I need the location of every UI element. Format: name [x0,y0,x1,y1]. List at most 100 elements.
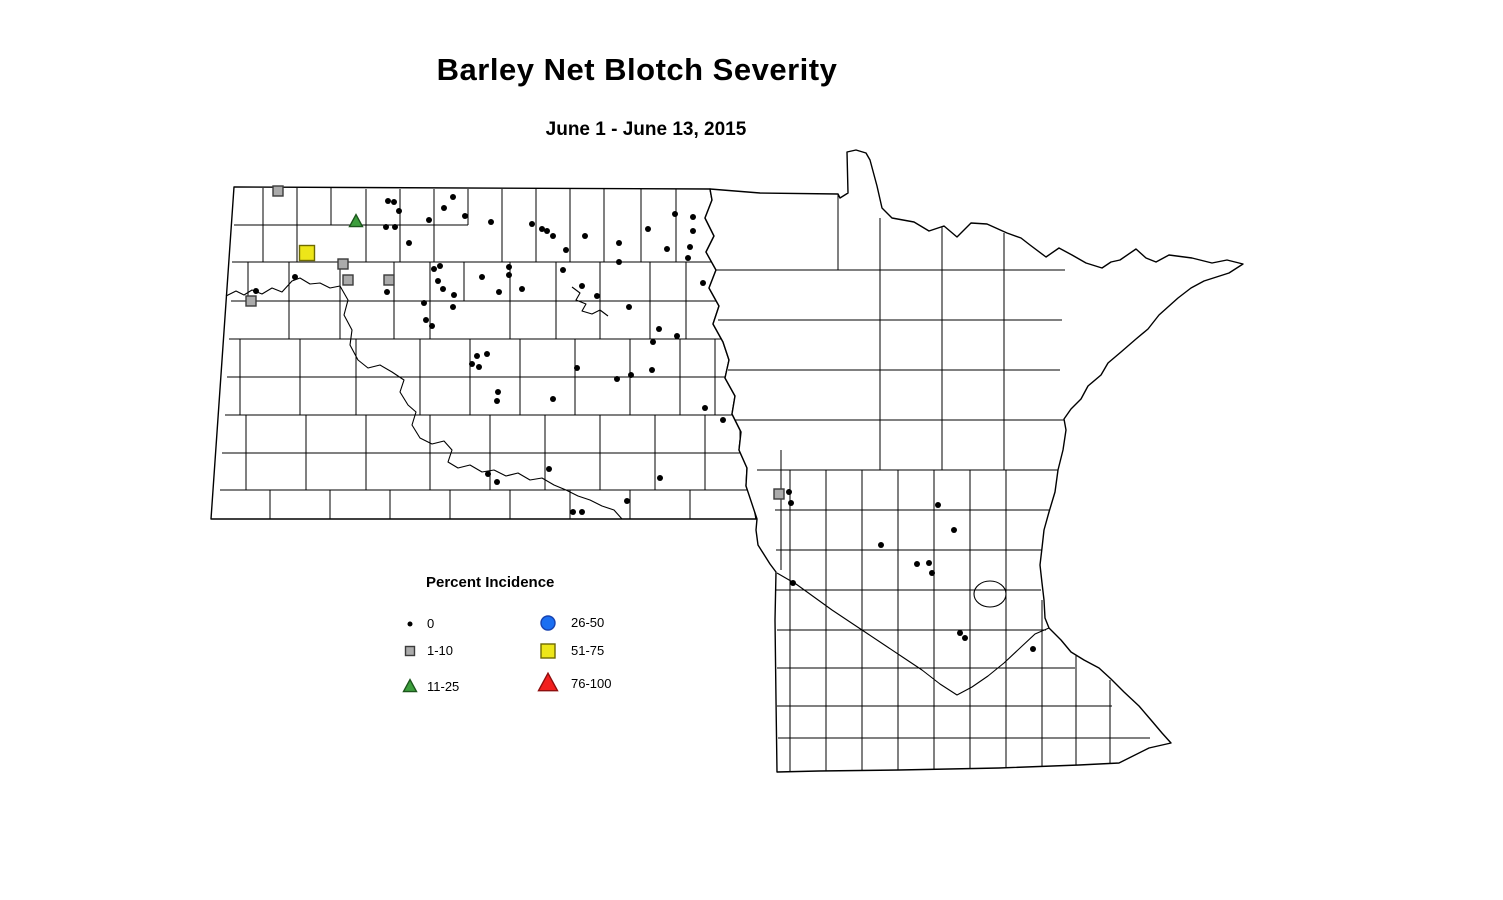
legend-title: Percent Incidence [426,574,555,591]
north-dakota-outline [210,186,757,520]
marker-dot-0 [702,405,708,411]
marker-dot-0 [406,240,412,246]
marker-dot-0 [570,509,576,515]
legend-label: 51-75 [571,642,605,658]
marker-dot-0 [672,211,678,217]
legend-label: 0 [427,615,435,631]
marker-dot-0 [462,213,468,219]
marker-dot-0 [929,570,935,576]
marker-square-1-10 [342,274,354,286]
marker-dot-0 [546,466,552,472]
legend-symbol [398,674,422,698]
marker-dot-0 [560,267,566,273]
marker-dot-0 [476,364,482,370]
marker-dot-0 [962,635,968,641]
marker-dot-0 [494,398,500,404]
marker-dot-0 [579,283,585,289]
marker-square-1-10 [773,488,785,500]
marker-dot-0 [469,361,475,367]
minnesota-river [776,572,1050,696]
marker-dot-0 [539,226,545,232]
marker-dot-0 [435,278,441,284]
marker-dot-0 [788,500,794,506]
legend-item-51-75: 51-75 [536,637,604,663]
minnesota-county-lines [712,194,1150,772]
minnesota-outline [704,149,1244,773]
legend-label: 11-25 [427,678,460,694]
marker-triangle-11-25 [348,213,364,228]
marker-dot-0 [914,561,920,567]
marker-dot-0 [423,317,429,323]
marker-dot-0 [550,396,556,402]
marker-dot-0 [790,580,796,586]
marker-dot-0 [624,498,630,504]
marker-dot-0 [582,233,588,239]
marker-square-1-10 [245,295,257,307]
marker-square-51-75 [298,244,316,262]
marker-dot-0 [657,475,663,481]
marker-dot-0 [495,389,501,395]
marker-dot-0 [649,367,655,373]
marker-dot-0 [292,274,298,280]
marker-dot-0 [664,246,670,252]
marker-dot-0 [616,240,622,246]
legend-item-76-100: 76-100 [536,670,611,696]
marker-dot-0 [437,263,443,269]
legend-item-1-10: 1-10 [398,637,453,663]
marker-dot-0 [656,326,662,332]
legend-item-0: 0 [398,610,434,636]
marker-square-1-10 [272,185,284,197]
marker-dot-0 [474,353,480,359]
marker-dot-0 [594,293,600,299]
legend-label: 1-10 [427,642,454,658]
marker-dot-0 [574,365,580,371]
marker-dot-0 [479,274,485,280]
marker-dot-0 [485,471,491,477]
marker-dot-0 [384,289,390,295]
marker-dot-0 [429,323,435,329]
marker-dot-0 [550,233,556,239]
marker-dot-0 [786,489,792,495]
marker-dot-0 [529,221,535,227]
marker-dot-0 [720,417,726,423]
legend-item-26-50: 26-50 [536,609,604,635]
marker-dot-0 [451,292,457,298]
marker-dot-0 [519,286,525,292]
marker-dot-0 [391,199,397,205]
marker-dot-0 [544,228,550,234]
marker-square-1-10 [383,274,395,286]
marker-dot-0 [496,289,502,295]
page-subtitle: June 1 - June 13, 2015 [545,119,747,140]
sheyenne-river [571,286,609,317]
marker-dot-0 [579,509,585,515]
marker-dot-0 [488,219,494,225]
legend-label: 76-100 [571,675,612,691]
marker-dot-0 [421,300,427,306]
marker-dot-0 [392,224,398,230]
marker-dot-0 [563,247,569,253]
legend-symbol [536,671,560,695]
marker-dot-0 [426,217,432,223]
marker-dot-0 [700,280,706,286]
marker-dot-0 [926,560,932,566]
marker-dot-0 [616,259,622,265]
state-outlines [210,149,1244,773]
marker-dot-0 [626,304,632,310]
marker-dot-0 [645,226,651,232]
marker-dot-0 [383,224,389,230]
marker-dot-0 [440,286,446,292]
marker-dot-0 [431,266,437,272]
marker-dot-0 [441,205,447,211]
legend-symbol [536,638,560,662]
marker-dot-0 [951,527,957,533]
marker-dot-0 [957,630,963,636]
map-markers [245,185,1036,652]
legend-label: 26-50 [571,614,605,630]
mille-lacs-lake [973,580,1007,608]
marker-dot-0 [396,208,402,214]
legend-symbol [398,638,422,662]
marker-dot-0 [506,264,512,270]
marker-dot-0 [674,333,680,339]
marker-dot-0 [385,198,391,204]
